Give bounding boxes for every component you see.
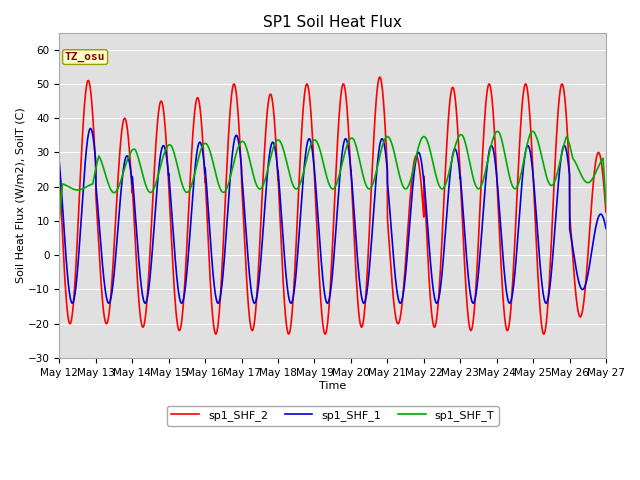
Line: sp1_SHF_T: sp1_SHF_T (60, 132, 606, 219)
sp1_SHF_2 (56, 168, 63, 174)
sp1_SHF_2 (314, 251, 322, 257)
Line: sp1_SHF_1: sp1_SHF_1 (60, 129, 606, 303)
sp1_SHF_2 (470, 305, 478, 311)
sp1_SHF_2 (573, 296, 580, 302)
sp1_SHF_1 (56, 160, 63, 166)
sp1_SHF_2 (455, 150, 463, 156)
sp1_SHF_1 (314, 217, 322, 223)
sp1_SHF_T (579, 176, 587, 181)
sp1_SHF_1 (241, 218, 249, 224)
sp1_SHF_1 (470, 299, 478, 304)
X-axis label: Time: Time (319, 381, 346, 391)
sp1_SHF_1 (455, 165, 463, 170)
sp1_SHF_T (314, 142, 322, 147)
sp1_SHF_2 (241, 251, 249, 256)
sp1_SHF_T (572, 161, 580, 167)
sp1_SHF_T (241, 141, 249, 147)
sp1_SHF_T (470, 179, 478, 185)
Line: sp1_SHF_2: sp1_SHF_2 (60, 77, 606, 334)
sp1_SHF_2 (602, 209, 610, 215)
sp1_SHF_T (493, 129, 501, 134)
sp1_SHF_T (455, 133, 463, 139)
Y-axis label: Soil Heat Flux (W/m2), SoilT (C): Soil Heat Flux (W/m2), SoilT (C) (15, 108, 25, 283)
sp1_SHF_T (602, 202, 610, 207)
Legend: sp1_SHF_2, sp1_SHF_1, sp1_SHF_T: sp1_SHF_2, sp1_SHF_1, sp1_SHF_T (167, 406, 499, 426)
sp1_SHF_1 (579, 287, 587, 292)
sp1_SHF_1 (86, 126, 94, 132)
sp1_SHF_1 (573, 267, 580, 273)
sp1_SHF_1 (68, 300, 76, 306)
sp1_SHF_T (56, 216, 63, 222)
sp1_SHF_2 (579, 304, 587, 310)
sp1_SHF_2 (376, 74, 383, 80)
sp1_SHF_1 (602, 226, 610, 231)
Text: TZ_osu: TZ_osu (65, 52, 106, 62)
sp1_SHF_2 (212, 331, 220, 337)
Title: SP1 Soil Heat Flux: SP1 Soil Heat Flux (263, 15, 402, 30)
